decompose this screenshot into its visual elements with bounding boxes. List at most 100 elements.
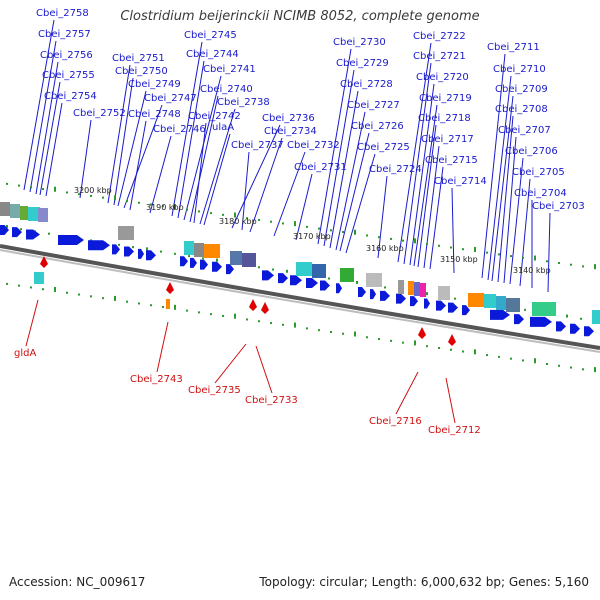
gene-arrow <box>138 248 144 259</box>
rna-marker <box>418 327 426 339</box>
gene-label[interactable]: Cbei_2754 <box>44 91 97 102</box>
gene-label[interactable]: Cbei_2756 <box>40 50 93 61</box>
rna-label[interactable]: gldA <box>14 348 36 359</box>
gene-arrow <box>180 256 188 267</box>
lower-tick-dot <box>486 354 488 357</box>
gene-label[interactable]: Cbei_2719 <box>419 93 472 104</box>
forward-strand-dot <box>524 308 526 311</box>
gene-label[interactable]: Cbei_2703 <box>532 201 585 212</box>
gene-label[interactable]: Cbei_2728 <box>340 79 393 90</box>
gene-label[interactable]: Cbei_2731 <box>294 162 347 173</box>
gene-block <box>184 241 194 255</box>
upper-tick-dot <box>174 203 176 209</box>
gene-label[interactable]: Cbei_2726 <box>351 121 404 132</box>
upper-tick-dot <box>342 231 344 234</box>
forward-strand-dot <box>174 252 176 255</box>
gene-label[interactable]: Cbei_2729 <box>336 58 389 69</box>
gene-label[interactable]: Cbei_2749 <box>128 79 181 90</box>
gene-label[interactable]: Cbei_2724 <box>369 164 422 175</box>
gene-label[interactable]: Cbei_2730 <box>333 37 386 48</box>
gene-labels: 3200 kbp 3190 kbp 3180 kbp 3170 kbp 3160 kbp… <box>14 8 585 436</box>
gene-block <box>468 293 484 307</box>
lower-tick-dot <box>90 295 92 298</box>
gene-label[interactable]: Cbei_2722 <box>413 31 466 42</box>
rna-label[interactable]: Cbei_2712 <box>428 425 481 436</box>
gene-label[interactable]: Cbei_2742 <box>188 111 241 122</box>
gene-label[interactable]: Cbei_2704 <box>514 188 567 199</box>
gene-label[interactable]: Cbei_2736 <box>262 113 315 124</box>
forward-strand-dot <box>328 277 330 280</box>
rna-label[interactable]: Cbei_2735 <box>188 385 241 396</box>
gene-label[interactable]: Cbei_2758 <box>36 8 89 19</box>
gene-arrow <box>26 229 40 240</box>
gene-label[interactable]: Cbei_2720 <box>416 72 469 83</box>
upper-tick-dot <box>258 218 260 221</box>
forward-strand-dot <box>160 250 162 253</box>
gene-label[interactable]: Cbei_2708 <box>495 104 548 115</box>
gene-label[interactable]: Cbei_2707 <box>498 125 551 136</box>
gene-label[interactable]: Cbei_2705 <box>512 167 565 178</box>
gene-label[interactable]: Cbei_2717 <box>421 134 474 145</box>
gene-label[interactable]: Cbei_2757 <box>38 29 91 40</box>
gene-arrow <box>336 283 342 294</box>
gene-arrow <box>410 296 418 307</box>
lower-tick-dot <box>42 288 44 291</box>
lower-tick-dot <box>174 304 176 310</box>
gene-label[interactable]: Cbei_2725 <box>357 142 410 153</box>
gene-label[interactable]: Cbei_2718 <box>418 113 471 124</box>
gene-leader-line <box>231 124 281 229</box>
gene-label[interactable]: Cbei_2747 <box>144 93 197 104</box>
gene-label[interactable]: Cbei_2752 <box>73 108 126 119</box>
gene-label[interactable]: Cbei_2734 <box>264 126 317 137</box>
gene-label[interactable]: Cbei_2715 <box>425 155 478 166</box>
gene-label[interactable]: Cbei_2746 <box>153 124 206 135</box>
forward-strand-dot <box>146 247 148 251</box>
gene-label[interactable]: Cbei_2751 <box>112 53 165 64</box>
gene-arrow <box>112 244 120 255</box>
gene-arrow <box>0 225 9 235</box>
gene-leader-line <box>203 133 231 226</box>
gene-label[interactable]: ulaA <box>212 122 234 133</box>
gene-label[interactable]: Cbei_2748 <box>128 109 181 120</box>
gene-label[interactable]: Cbei_2750 <box>115 66 168 77</box>
rna-label[interactable]: Cbei_2733 <box>245 395 298 406</box>
gene-label[interactable]: Cbei_2740 <box>200 84 253 95</box>
gene-label[interactable]: Cbei_2745 <box>184 30 237 41</box>
lower-tick-dot <box>114 295 116 301</box>
forward-strand-dot <box>188 255 190 258</box>
rna-label[interactable]: Cbei_2743 <box>130 374 183 385</box>
lower-tick-dot <box>102 297 104 300</box>
lower-tick-dot <box>594 367 596 373</box>
gene-label[interactable]: Cbei_2714 <box>434 176 487 187</box>
gene-label[interactable]: Cbei_2737 <box>231 140 284 151</box>
gene-leader-line <box>295 173 313 241</box>
gene-label[interactable]: Cbei_2721 <box>413 51 466 62</box>
gene-label[interactable]: Cbei_2738 <box>217 97 270 108</box>
gene-label[interactable]: Cbei_2709 <box>495 84 548 95</box>
gene-label[interactable]: Cbei_2727 <box>347 100 400 111</box>
rna-leader-line <box>214 343 247 384</box>
gene-arrow <box>212 261 222 272</box>
gene-label[interactable]: Cbei_2706 <box>505 146 558 157</box>
upper-tick-dot <box>534 255 536 261</box>
gene-block <box>592 310 600 324</box>
rna-marker <box>249 299 257 311</box>
upper-tick-dot <box>570 263 572 266</box>
gene-label[interactable]: Cbei_2744 <box>186 49 239 60</box>
gene-label[interactable]: Cbei_2732 <box>287 140 340 151</box>
gene-arrow <box>306 278 318 289</box>
gene-label[interactable]: Cbei_2741 <box>203 64 256 75</box>
rna-label[interactable]: Cbei_2716 <box>369 416 422 427</box>
lower-tick-dot <box>534 358 536 364</box>
gene-leader-line <box>491 95 514 282</box>
gene-leader-line <box>113 77 134 206</box>
lower-tick-dot <box>222 314 224 317</box>
gene-label[interactable]: Cbei_2755 <box>42 70 95 81</box>
gene-label[interactable]: Cbei_2711 <box>487 42 540 53</box>
upper-tick-dot <box>498 253 500 256</box>
lower-tick-dot <box>78 293 80 296</box>
gene-label[interactable]: Cbei_2710 <box>493 64 546 75</box>
gene-leader-line <box>273 151 306 237</box>
gene-block <box>242 253 256 267</box>
gene-leader-line <box>509 157 524 285</box>
